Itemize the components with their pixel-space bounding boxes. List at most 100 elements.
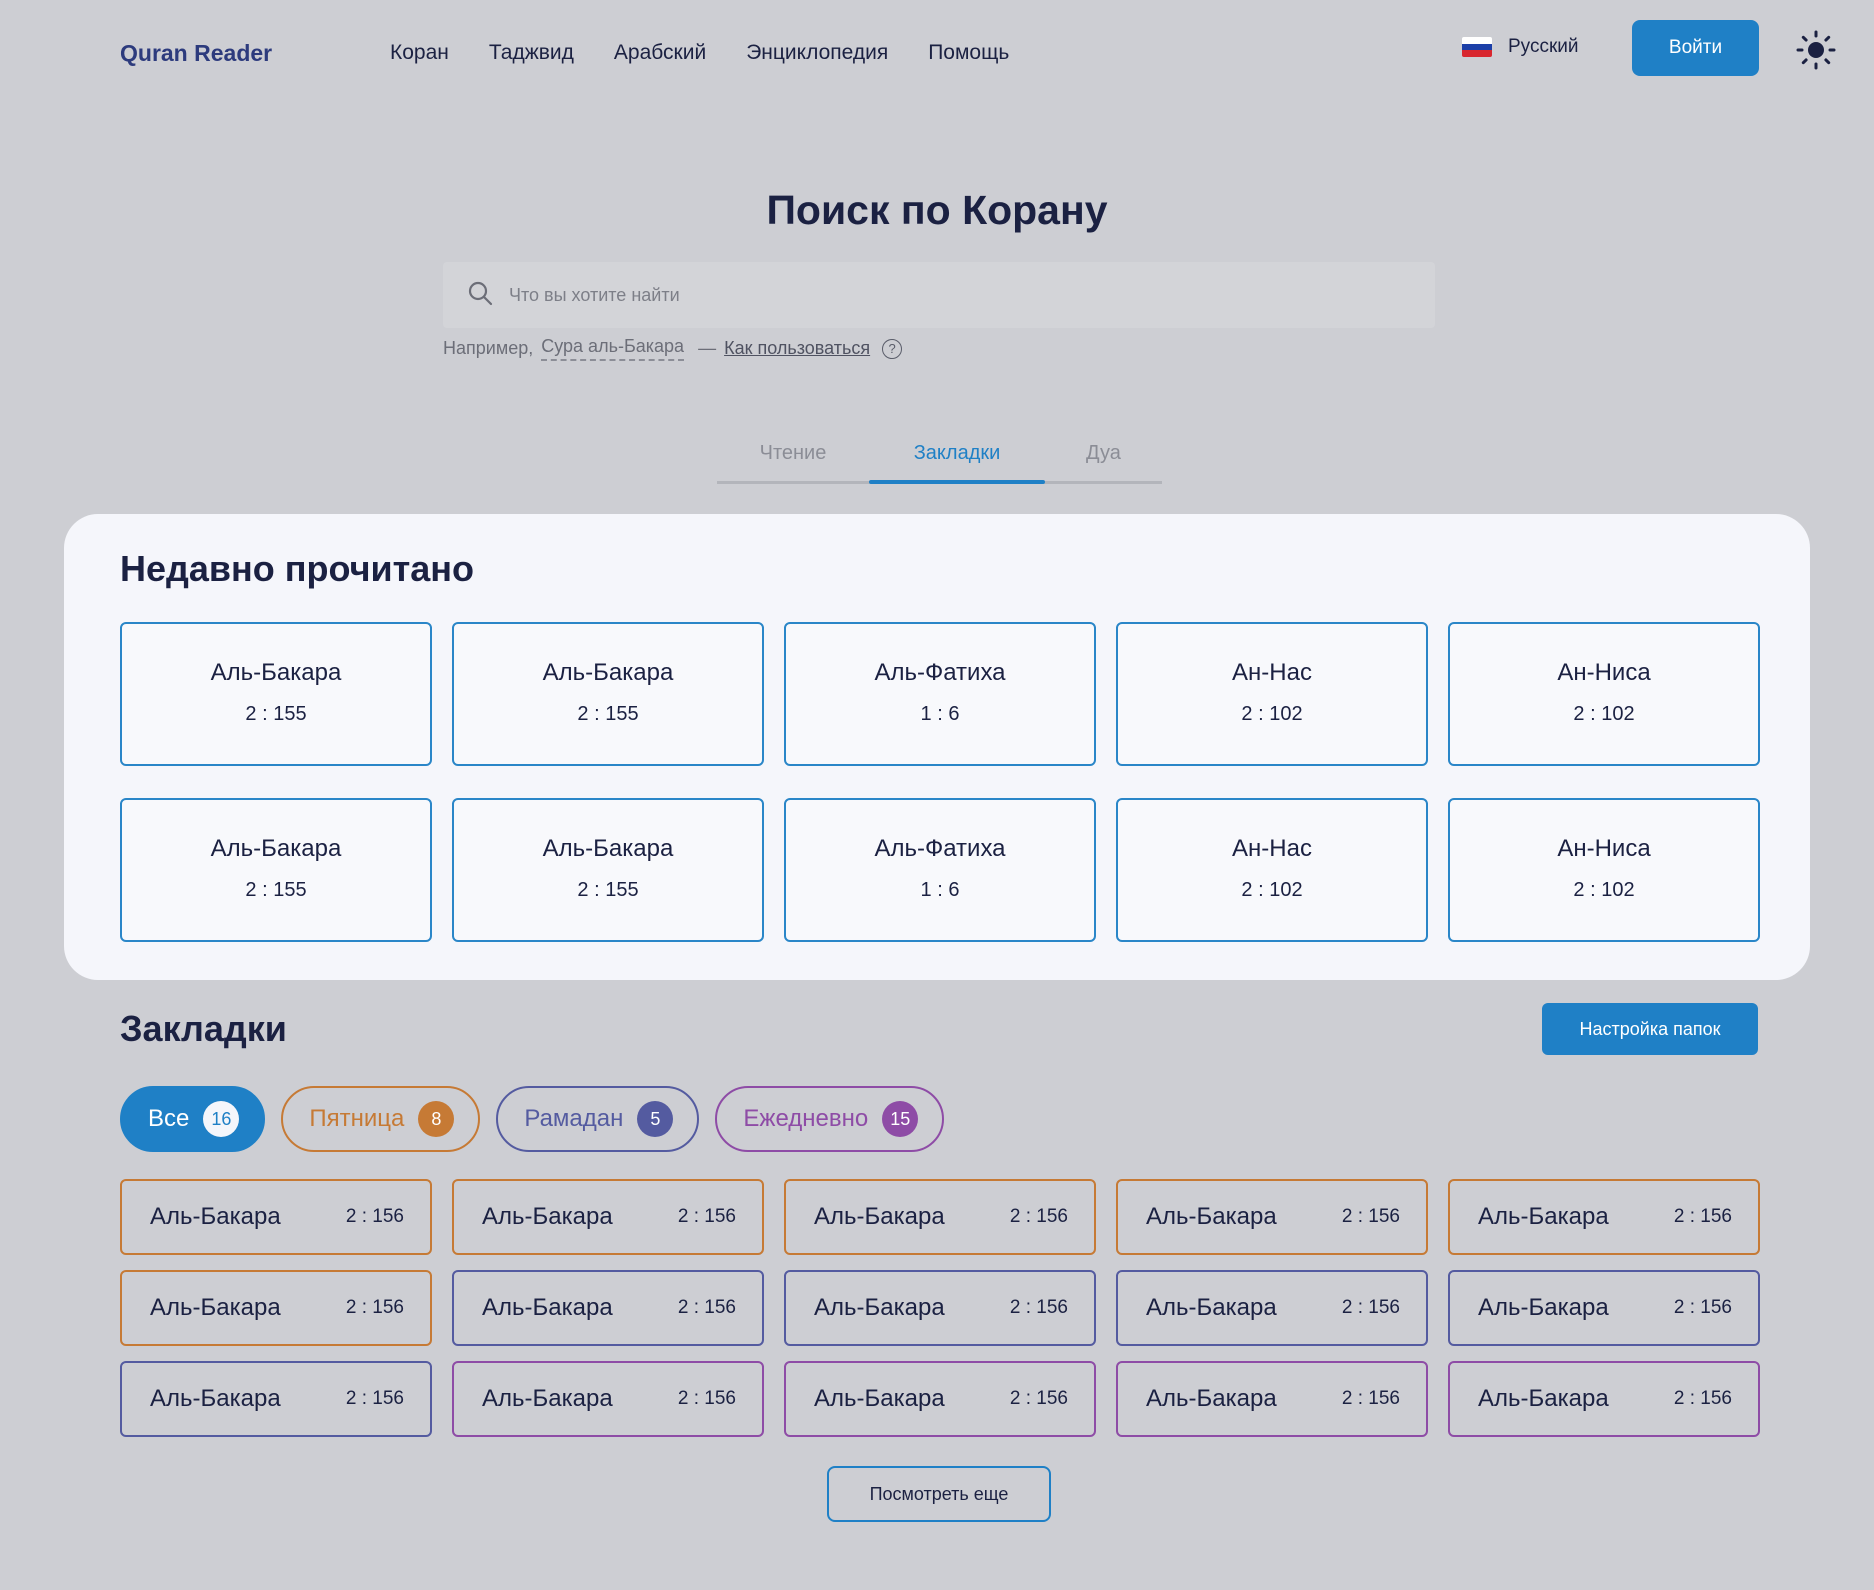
recent-item[interactable]: Ан-Ниса 2 : 102	[1448, 622, 1760, 766]
nav-item-help[interactable]: Помощь	[928, 41, 1010, 64]
bookmark-item[interactable]: Аль-Бакара 2 : 156	[452, 1179, 764, 1255]
filter-chip-count: 5	[637, 1101, 674, 1137]
recent-item-name: Ан-Ниса	[1557, 834, 1651, 862]
filter-chip-all[interactable]: Все 16	[120, 1086, 266, 1152]
bookmark-ref: 2 : 156	[1009, 1297, 1068, 1318]
recent-item-ref: 2 : 155	[577, 878, 639, 901]
bookmark-ref: 2 : 156	[1673, 1388, 1732, 1409]
tab-dua[interactable]: Дуа	[1086, 442, 1121, 464]
filter-chip-count: 16	[203, 1101, 240, 1137]
bookmark-item[interactable]: Аль-Бакара 2 : 156	[1448, 1361, 1760, 1437]
bookmark-item[interactable]: Аль-Бакара 2 : 156	[452, 1270, 764, 1346]
filter-chip-label: Ежедневно	[743, 1105, 869, 1132]
bookmark-ref: 2 : 156	[1341, 1206, 1400, 1227]
recent-item[interactable]: Аль-Фатиха 1 : 6	[784, 622, 1096, 766]
bookmark-item[interactable]: Аль-Бакара 2 : 156	[120, 1270, 432, 1346]
recent-item-ref: 2 : 155	[577, 702, 639, 725]
bookmarks-title: Закладки	[120, 1008, 287, 1049]
show-more-button[interactable]: Посмотреть еще	[827, 1466, 1051, 1522]
recent-item-name: Ан-Нас	[1232, 658, 1312, 686]
sun-icon[interactable]	[1796, 30, 1836, 70]
login-button[interactable]: Войти	[1632, 20, 1759, 76]
recent-item-name: Аль-Фатиха	[874, 834, 1006, 862]
recent-item-name: Аль-Бакара	[210, 834, 342, 862]
recent-item[interactable]: Аль-Бакара 2 : 155	[452, 622, 764, 766]
recent-item[interactable]: Ан-Нас 2 : 102	[1116, 798, 1428, 942]
bookmark-item[interactable]: Аль-Бакара 2 : 156	[784, 1361, 1096, 1437]
nav-item-arabic[interactable]: Арабский	[613, 41, 707, 64]
bookmark-item[interactable]: Аль-Бакара 2 : 156	[120, 1361, 432, 1437]
bookmark-name: Аль-Бакара	[482, 1385, 613, 1412]
bookmark-ref: 2 : 156	[1673, 1206, 1732, 1227]
bookmark-item[interactable]: Аль-Бакара 2 : 156	[1116, 1361, 1428, 1437]
language-selector[interactable]: Русский	[1462, 36, 1579, 58]
recent-item-name: Ан-Ниса	[1557, 658, 1651, 686]
bookmark-item[interactable]: Аль-Бакара 2 : 156	[1448, 1179, 1760, 1255]
recent-item[interactable]: Ан-Нас 2 : 102	[1116, 622, 1428, 766]
filter-chip-daily[interactable]: Ежедневно 15	[715, 1086, 945, 1152]
recent-item-ref: 2 : 102	[1573, 878, 1635, 901]
bookmark-item[interactable]: Аль-Бакара 2 : 156	[1116, 1270, 1428, 1346]
recent-item-ref: 1 : 6	[920, 702, 960, 725]
nav-item-encyclopedia[interactable]: Энциклопедия	[746, 41, 889, 64]
bookmark-item[interactable]: Аль-Бакара 2 : 156	[452, 1361, 764, 1437]
recent-item-name: Ан-Нас	[1232, 834, 1312, 862]
bookmark-name: Аль-Бакара	[1146, 1203, 1277, 1230]
bookmark-ref: 2 : 156	[345, 1297, 404, 1318]
bookmark-name: Аль-Бакара	[482, 1203, 613, 1230]
recent-item[interactable]: Аль-Фатиха 1 : 6	[784, 798, 1096, 942]
recent-item[interactable]: Аль-Бакара 2 : 155	[452, 798, 764, 942]
nav-item-tajweed[interactable]: Таджвид	[488, 41, 574, 64]
search-hint: Например, Сура аль-Бакара — Как пользова…	[443, 336, 903, 361]
recently-read-panel: Недавно прочитано Аль-Бакара 2 : 155 Аль-…	[64, 514, 1810, 980]
filter-chip-label: Все	[148, 1105, 190, 1132]
tab-reading[interactable]: Чтение	[759, 442, 827, 464]
filter-chip-label: Пятница	[309, 1105, 405, 1132]
hint-example-link[interactable]: Сура аль-Бакара	[541, 336, 685, 361]
hint-dash: —	[698, 338, 717, 358]
recent-item-ref: 2 : 155	[245, 702, 307, 725]
bookmark-ref: 2 : 156	[677, 1388, 736, 1409]
bookmark-item[interactable]: Аль-Бакара 2 : 156	[784, 1179, 1096, 1255]
help-icon[interactable]: ?	[882, 338, 903, 359]
search-title: Поиск по Корану	[766, 187, 1108, 233]
filter-chip-ramadan[interactable]: Рамадан 5	[496, 1086, 700, 1152]
bookmark-name: Аль-Бакара	[150, 1203, 281, 1230]
logo[interactable]: Quran Reader	[120, 40, 273, 66]
bookmark-name: Аль-Бакара	[1478, 1294, 1609, 1321]
bookmark-ref: 2 : 156	[1341, 1297, 1400, 1318]
filter-chip-friday[interactable]: Пятница 8	[281, 1086, 481, 1152]
nav-item-quran[interactable]: Коран	[390, 41, 449, 64]
search-input[interactable]	[509, 284, 1409, 306]
bookmark-ref: 2 : 156	[345, 1206, 404, 1227]
recent-item-ref: 2 : 155	[245, 878, 307, 901]
bookmark-item[interactable]: Аль-Бакара 2 : 156	[1116, 1179, 1428, 1255]
bookmark-ref: 2 : 156	[677, 1297, 736, 1318]
bookmark-item[interactable]: Аль-Бакара 2 : 156	[1448, 1270, 1760, 1346]
hint-prefix: Например,	[443, 338, 534, 358]
bookmark-name: Аль-Бакара	[814, 1385, 945, 1412]
recent-item[interactable]: Аль-Бакара 2 : 155	[120, 798, 432, 942]
main-nav: Коран Таджвид Арабский Энциклопедия Помо…	[390, 41, 1009, 65]
recent-item[interactable]: Аль-Бакара 2 : 155	[120, 622, 432, 766]
bookmark-ref: 2 : 156	[1673, 1297, 1732, 1318]
tab-bookmarks[interactable]: Закладки	[869, 436, 1045, 484]
search-box[interactable]	[443, 262, 1435, 328]
header: Quran Reader Коран Таджвид Арабский Энци…	[0, 0, 1874, 110]
russian-flag-icon	[1462, 37, 1492, 57]
recent-item[interactable]: Ан-Ниса 2 : 102	[1448, 798, 1760, 942]
bookmark-item[interactable]: Аль-Бакара 2 : 156	[784, 1270, 1096, 1346]
recent-item-ref: 2 : 102	[1241, 878, 1303, 901]
filter-chip-count: 8	[418, 1101, 455, 1137]
language-label: Русский	[1508, 36, 1579, 57]
bookmark-name: Аль-Бакара	[814, 1203, 945, 1230]
bookmark-ref: 2 : 156	[677, 1206, 736, 1227]
search-icon	[467, 280, 493, 311]
recent-item-ref: 2 : 102	[1241, 702, 1303, 725]
filter-chip-count: 15	[882, 1101, 919, 1137]
how-to-use-link[interactable]: Как пользоваться	[724, 338, 871, 358]
folder-settings-button[interactable]: Настройка папок	[1542, 1003, 1758, 1055]
bookmark-ref: 2 : 156	[1009, 1388, 1068, 1409]
recent-item-name: Аль-Фатиха	[874, 658, 1006, 686]
bookmark-item[interactable]: Аль-Бакара 2 : 156	[120, 1179, 432, 1255]
